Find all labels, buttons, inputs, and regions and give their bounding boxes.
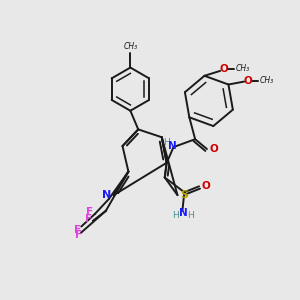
- Text: F: F: [75, 230, 82, 240]
- Text: O: O: [202, 181, 210, 191]
- Text: CH₃: CH₃: [260, 76, 274, 85]
- Text: CH₃: CH₃: [123, 42, 137, 51]
- Text: N: N: [179, 208, 188, 218]
- Text: N: N: [102, 190, 111, 200]
- Text: N: N: [168, 141, 177, 151]
- Text: H: H: [172, 211, 179, 220]
- Text: F: F: [85, 207, 93, 217]
- Text: O: O: [209, 144, 218, 154]
- Text: F: F: [85, 214, 92, 224]
- Text: F: F: [74, 226, 81, 236]
- Text: H: H: [187, 211, 194, 220]
- Text: O: O: [244, 76, 252, 85]
- Text: H: H: [163, 138, 170, 147]
- Text: S: S: [180, 190, 188, 200]
- Text: O: O: [220, 64, 229, 74]
- Text: CH₃: CH₃: [236, 64, 250, 74]
